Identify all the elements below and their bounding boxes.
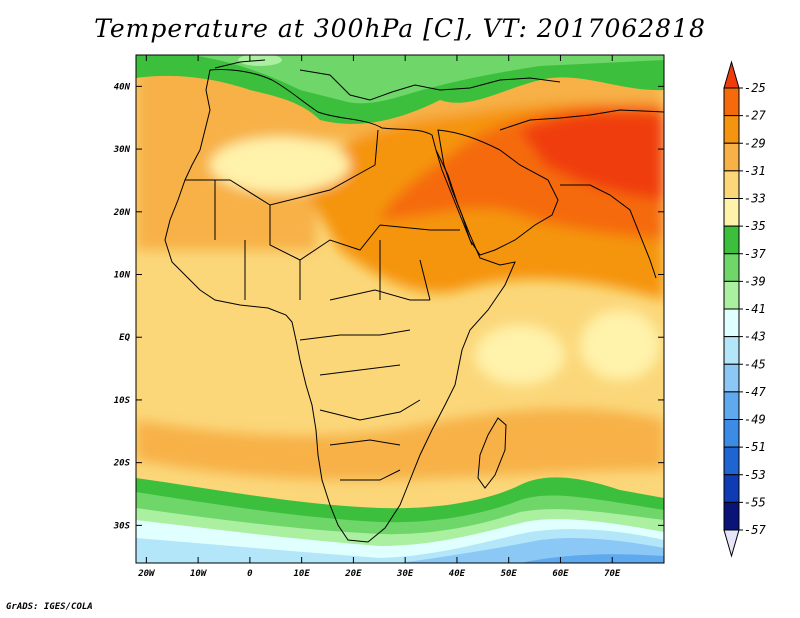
- colorbar-label: -43: [744, 330, 766, 344]
- colorbar: -25 -27 -29 -31 -33 -35 -37 -39 -41 -43 -45 -47 -49 -…: [723, 60, 766, 558]
- colorbar-swatch: [723, 142, 740, 172]
- lat-tick-label: 30S: [113, 521, 131, 531]
- colorbar-label: -37: [744, 247, 766, 261]
- colorbar-swatch: [723, 363, 740, 393]
- colorbar-label: -27: [744, 109, 766, 123]
- lon-tick-label: 30E: [396, 569, 414, 579]
- colorbar-label: -57: [744, 523, 766, 537]
- coastlines: [164, 59, 664, 543]
- lon-tick-label: 60E: [552, 569, 569, 579]
- colorbar-swatch: [723, 419, 740, 448]
- colorbar-top-arrow: [723, 60, 740, 89]
- colorbar-label: -33: [744, 192, 766, 206]
- colorbar-label: -47: [744, 385, 766, 399]
- credit-label: GrADS: IGES/COLA: [6, 602, 93, 612]
- colorbar-swatch: [723, 253, 740, 282]
- latitude-axis: 40N 30N 20N 10N EQ 10S 20S 30S: [113, 82, 664, 531]
- lat-tick-label: 10N: [114, 271, 131, 281]
- lon-tick-label: 40E: [449, 569, 466, 579]
- colorbar-swatch: [723, 391, 740, 420]
- lon-tick-label: 50E: [501, 569, 518, 579]
- colorbar-label: -39: [744, 274, 766, 288]
- colorbar-label: -35: [744, 219, 766, 233]
- lat-tick-label: 30N: [113, 145, 131, 155]
- colorbar-swatch: [723, 474, 740, 503]
- colorbar-swatch: [723, 198, 740, 227]
- colorbar-swatch: [723, 87, 740, 117]
- lat-tick-label: 20S: [113, 459, 131, 469]
- map-title: Temperature at 300hPa [C], VT: 201706281…: [94, 14, 706, 43]
- colorbar-swatch: [723, 308, 740, 338]
- colorbar-label: -41: [744, 302, 766, 316]
- colorbar-swatch: [723, 170, 740, 199]
- colorbar-label: -53: [744, 468, 766, 482]
- map-frame: [135, 54, 665, 564]
- lat-tick-label: EQ: [119, 333, 130, 343]
- colorbar-swatch: [723, 225, 740, 255]
- lat-tick-label: 10S: [114, 396, 131, 406]
- lat-tick-label: 40N: [114, 82, 131, 92]
- lon-tick-label: 20E: [344, 569, 362, 579]
- lon-tick-label: 70E: [604, 569, 621, 579]
- colorbar-label: -31: [744, 164, 766, 178]
- lon-tick-label: 10W: [190, 569, 208, 579]
- colorbar-swatch: [723, 115, 740, 144]
- colorbar-label: -49: [744, 413, 766, 427]
- colorbar-swatch: [723, 446, 740, 476]
- lon-tick-label: 10E: [294, 569, 311, 579]
- colorbar-label: -25: [744, 81, 766, 95]
- temperature-field: [136, 55, 664, 563]
- colorbar-bottom-arrow: [723, 529, 740, 558]
- colorbar-label: -51: [744, 440, 766, 454]
- lat-tick-label: 20N: [113, 208, 131, 218]
- lon-tick-label: 20W: [137, 569, 156, 579]
- colorbar-label: -55: [744, 495, 766, 509]
- colorbar-label: -29: [744, 136, 766, 150]
- lon-tick-label: 0: [247, 569, 253, 579]
- colorbar-label: -45: [744, 357, 766, 371]
- colorbar-swatch: [723, 280, 740, 310]
- longitude-axis: 20W 10W 0 10E 20E 30E 40E 50E 60E 70E: [137, 55, 621, 579]
- colorbar-swatch: [723, 501, 740, 531]
- colorbar-swatch: [723, 336, 740, 365]
